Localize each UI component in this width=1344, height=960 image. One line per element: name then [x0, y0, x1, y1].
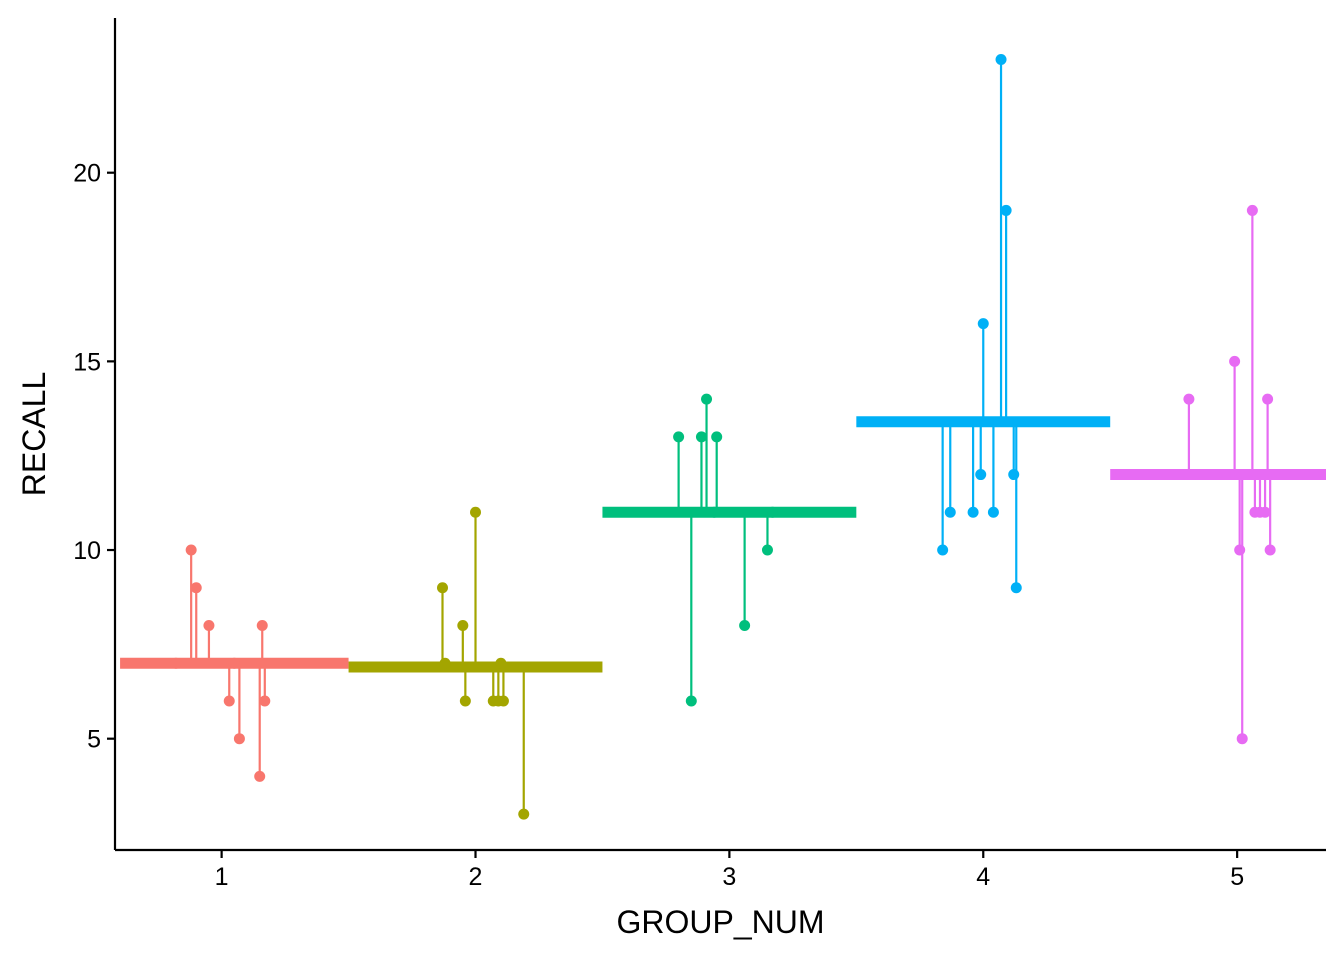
data-point-1-10 [259, 695, 271, 707]
data-point-4-6 [987, 506, 999, 518]
group-5 [1110, 204, 1326, 745]
axes: 5 10 15 20 1 2 3 4 5 [73, 18, 1326, 891]
data-point-5-10 [1264, 544, 1276, 556]
data-point-2-10 [518, 808, 530, 820]
y-tick-label-20: 20 [73, 160, 101, 188]
y-tick-label-5: 5 [87, 726, 101, 754]
data-point-4-3 [967, 506, 979, 518]
group-1 [120, 544, 349, 782]
data-point-1-7 [233, 733, 245, 745]
data-point-3-1 [673, 431, 685, 443]
data-point-4-7 [995, 54, 1007, 66]
data-point-1-5 [223, 695, 235, 707]
plot-marks [120, 54, 1326, 820]
data-point-3-5 [708, 506, 720, 518]
data-point-3-3 [695, 431, 707, 443]
data-point-2-9 [497, 695, 509, 707]
data-point-3-2 [685, 695, 697, 707]
data-point-1-4 [203, 619, 215, 631]
data-point-3-8 [761, 544, 773, 556]
group-2 [348, 506, 603, 820]
x-tick-label-2: 2 [469, 863, 483, 891]
data-point-5-1 [1183, 393, 1195, 405]
group-4 [856, 54, 1111, 594]
x-tick-label-4: 4 [976, 863, 990, 891]
data-point-5-9 [1262, 393, 1274, 405]
x-tick-label-3: 3 [722, 863, 736, 891]
data-point-5-5 [1246, 204, 1258, 216]
data-point-2-3 [457, 619, 469, 631]
x-tick-label-5: 5 [1230, 863, 1244, 891]
data-point-5-3 [1234, 544, 1246, 556]
data-point-4-5 [977, 318, 989, 330]
data-point-3-7 [739, 619, 751, 631]
y-tick-label-10: 10 [73, 537, 101, 565]
data-point-4-10 [1010, 582, 1022, 594]
data-point-2-1 [437, 582, 449, 594]
data-point-4-9 [1008, 469, 1020, 481]
data-point-1-3 [190, 582, 202, 594]
data-point-3-4 [701, 393, 713, 405]
data-point-1-1 [170, 657, 182, 669]
data-point-5-8 [1259, 506, 1271, 518]
data-point-1-9 [256, 619, 268, 631]
group-3 [602, 393, 857, 707]
data-point-4-1 [937, 544, 949, 556]
data-point-3-6 [711, 431, 723, 443]
data-point-2-2 [439, 657, 451, 669]
x-tick-label-1: 1 [215, 863, 229, 891]
data-point-1-8 [254, 770, 266, 782]
y-tick-label-15: 15 [73, 348, 101, 376]
y-axis-ticks: 5 10 15 20 [73, 160, 115, 754]
x-axis-title: GROUP_NUM [616, 904, 824, 940]
data-point-1-6 [228, 657, 240, 669]
data-point-3-9 [767, 506, 779, 518]
y-axis-title: RECALL [16, 372, 52, 497]
data-point-4-2 [944, 506, 956, 518]
data-point-2-5 [470, 506, 482, 518]
data-point-2-8 [495, 657, 507, 669]
data-point-1-2 [185, 544, 197, 556]
data-point-5-4 [1236, 733, 1248, 745]
data-point-2-4 [459, 695, 471, 707]
x-axis-ticks: 1 2 3 4 5 [215, 850, 1244, 891]
data-point-4-8 [1000, 204, 1012, 216]
data-point-5-2 [1229, 355, 1241, 367]
data-point-4-4 [975, 469, 987, 481]
